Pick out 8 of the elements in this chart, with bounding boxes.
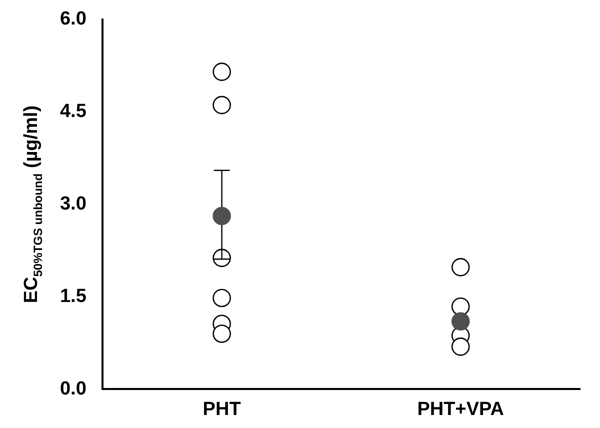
y-tick-label: 1.5 [60, 286, 87, 307]
x-tick-label: PHT [202, 398, 242, 420]
y-axis-title: EC50%TGS unbound (µg/ml) [21, 105, 45, 304]
x-tick-label: PHT+VPA [417, 398, 504, 420]
y-tick-label: 6.0 [60, 8, 86, 30]
y-tick-label: 0.0 [60, 378, 86, 400]
y-tick-label: 4.5 [60, 101, 87, 122]
y-tick-label: 3.0 [60, 194, 86, 215]
